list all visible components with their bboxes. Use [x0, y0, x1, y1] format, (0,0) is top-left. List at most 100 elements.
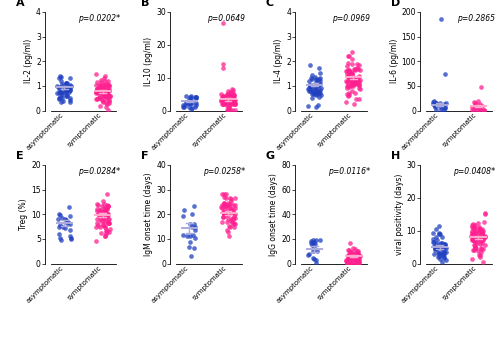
- Point: [345, 53, 353, 58]
- Point: [56, 90, 64, 95]
- Point: [314, 89, 322, 94]
- Point: [472, 243, 480, 249]
- Point: [228, 93, 236, 98]
- Point: [185, 104, 193, 109]
- Point: [67, 237, 75, 242]
- Point: [60, 89, 68, 94]
- Point: [104, 228, 112, 233]
- Point: [62, 85, 70, 91]
- Point: [62, 80, 70, 86]
- Point: [355, 255, 363, 260]
- Point: [100, 83, 108, 89]
- Point: [226, 198, 234, 203]
- Y-axis label: IL-2 (pg/ml): IL-2 (pg/ml): [24, 39, 33, 83]
- Point: [348, 78, 356, 83]
- Point: [470, 225, 478, 231]
- Point: [350, 251, 358, 257]
- Point: [350, 251, 358, 257]
- Point: [225, 210, 233, 215]
- Point: [431, 104, 439, 110]
- Point: [56, 99, 64, 104]
- Point: [92, 88, 100, 94]
- Point: [56, 87, 64, 92]
- Point: [342, 258, 350, 263]
- Point: [353, 251, 361, 257]
- Point: [218, 95, 226, 100]
- Point: [218, 91, 226, 97]
- Point: [106, 94, 114, 99]
- Point: [304, 86, 312, 92]
- Point: [350, 66, 358, 72]
- Point: [187, 99, 195, 104]
- Point: [344, 252, 352, 258]
- Point: [343, 80, 351, 85]
- Point: [478, 84, 486, 90]
- Point: [102, 92, 110, 97]
- Point: [350, 252, 358, 257]
- Point: [430, 245, 438, 251]
- Point: [476, 107, 484, 113]
- Point: [99, 215, 107, 220]
- Point: [101, 233, 109, 239]
- Point: [62, 80, 70, 86]
- Point: [308, 242, 316, 248]
- Point: [345, 255, 353, 260]
- Point: [226, 93, 234, 99]
- Point: [478, 241, 486, 246]
- Point: [54, 96, 62, 101]
- Point: [102, 93, 110, 99]
- Point: [226, 107, 234, 112]
- Point: [480, 235, 488, 240]
- Point: [307, 75, 315, 80]
- Point: [64, 84, 72, 90]
- Text: p=0.0969: p=0.0969: [332, 14, 370, 23]
- Point: [347, 249, 355, 255]
- Point: [54, 84, 62, 89]
- Point: [219, 97, 227, 102]
- Point: [223, 228, 231, 233]
- Point: [438, 104, 446, 110]
- Point: [179, 104, 187, 110]
- Point: [356, 87, 364, 92]
- Point: [100, 100, 108, 105]
- Point: [220, 94, 228, 99]
- Point: [100, 225, 108, 230]
- Point: [220, 201, 228, 207]
- Point: [105, 216, 113, 222]
- Point: [433, 238, 441, 243]
- Point: [440, 255, 448, 260]
- Point: [226, 100, 234, 105]
- Point: [351, 80, 359, 86]
- Point: [186, 233, 194, 239]
- Point: [106, 87, 114, 92]
- Point: [94, 89, 102, 94]
- Point: [223, 96, 231, 102]
- Point: [352, 254, 360, 259]
- Point: [350, 81, 358, 87]
- Point: [312, 258, 320, 263]
- Point: [437, 252, 445, 258]
- Point: [471, 244, 479, 249]
- Point: [64, 89, 72, 94]
- Point: [220, 212, 228, 217]
- Point: [65, 84, 73, 90]
- Point: [306, 86, 314, 91]
- Point: [478, 230, 486, 235]
- Point: [101, 219, 109, 224]
- Point: [98, 219, 106, 224]
- Point: [66, 99, 74, 104]
- Point: [343, 69, 351, 74]
- Point: [308, 73, 316, 78]
- Point: [99, 93, 107, 98]
- Point: [348, 260, 356, 266]
- Point: [343, 260, 351, 266]
- Point: [104, 211, 112, 217]
- Text: p=0.2865: p=0.2865: [457, 14, 495, 23]
- Point: [478, 231, 486, 236]
- Point: [192, 224, 200, 230]
- Point: [479, 246, 487, 252]
- Point: [222, 210, 230, 216]
- Point: [101, 93, 109, 98]
- Point: [100, 233, 108, 239]
- Point: [436, 231, 444, 237]
